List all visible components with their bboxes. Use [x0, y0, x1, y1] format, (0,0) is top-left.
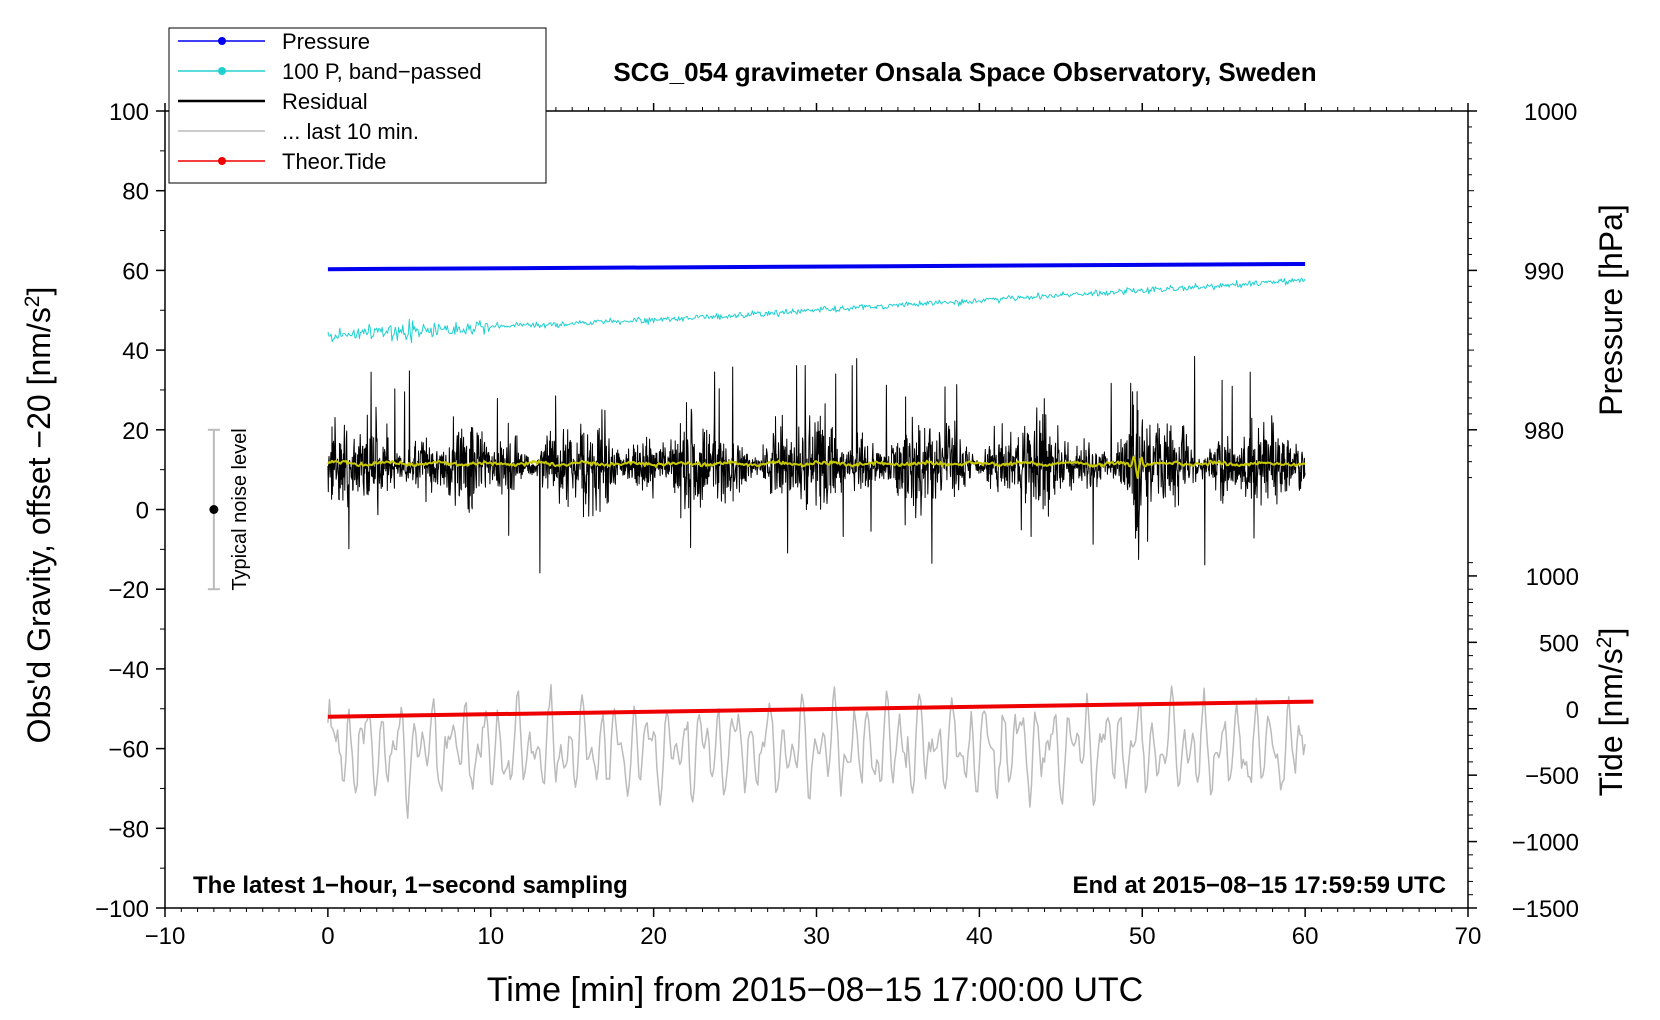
- legend-marker: [218, 157, 226, 165]
- x-axis-title: Time [min] from 2015−08−15 17:00:00 UTC: [487, 971, 1143, 1009]
- noise-level-bar: Typical noise level: [207, 428, 251, 591]
- tide-axis-title: Tide [nm/s2]: [1593, 628, 1630, 797]
- y-tick-label: 20: [122, 418, 149, 445]
- y-tick-label: 40: [122, 338, 149, 365]
- x-tick-label: 30: [803, 923, 830, 950]
- legend-label: ... last 10 min.: [282, 119, 419, 144]
- legend-label: Pressure: [282, 29, 370, 54]
- series-residual: [327, 356, 1306, 574]
- noise-bar-center-dot: [209, 505, 219, 514]
- x-tick-label: −10: [145, 923, 186, 950]
- y-tick-label: 80: [122, 179, 149, 206]
- x-tick-label: 40: [966, 923, 993, 950]
- plot-frame: [164, 110, 1469, 909]
- tide-tick-label: 1000: [1526, 564, 1579, 591]
- series-pressure-bandpassed: [327, 277, 1306, 344]
- y-axis-title-superscript: 2: [21, 295, 44, 307]
- tide-tick-label: −1000: [1512, 830, 1579, 857]
- series-layer: [327, 262, 1314, 820]
- y-tick-label: −40: [108, 657, 149, 684]
- x-tick-label: 10: [477, 923, 504, 950]
- y-tick-label: −20: [108, 577, 149, 604]
- y-axis: −100 −80 −60 −40 −20 0 20 40 60 80 100: [95, 99, 165, 923]
- legend-marker: [218, 67, 226, 75]
- x-tick-label: 70: [1455, 923, 1482, 950]
- series-pressure: [327, 262, 1306, 272]
- annotation-left: The latest 1−hour, 1−second sampling: [193, 872, 628, 899]
- legend-label: Theor.Tide: [282, 149, 386, 174]
- pressure-axis: 9809901000101010201030: [1468, 99, 1577, 479]
- y-tick-label: 100: [109, 99, 149, 126]
- legend-marker: [218, 37, 226, 45]
- y-tick-label: 0: [136, 498, 149, 525]
- tide-axis-title-superscript: 2: [1593, 637, 1616, 649]
- y-axis-title-close: ]: [21, 287, 57, 296]
- pressure-tick-label: 1000: [1524, 99, 1577, 126]
- noise-bar-label: Typical noise level: [229, 428, 251, 590]
- tide-tick-label: −500: [1525, 763, 1579, 790]
- legend: Pressure 100 P, band−passed Residual ... la…: [168, 27, 547, 184]
- x-tick-label: 60: [1292, 923, 1319, 950]
- legend-box: [168, 27, 547, 184]
- pressure-tick-label: 990: [1524, 258, 1564, 285]
- legend-label: 100 P, band−passed: [282, 59, 482, 84]
- x-tick-label: 20: [640, 923, 667, 950]
- y-tick-label: −80: [108, 816, 149, 843]
- series-theor-tide: [327, 699, 1314, 719]
- annotation-right: End at 2015−08−15 17:59:59 UTC: [1072, 872, 1446, 899]
- pressure-axis-title: Pressure [hPa]: [1593, 204, 1629, 416]
- y-axis-title-text: Obs'd Gravity, offset −20 [nm/s: [21, 307, 57, 743]
- x-tick-label: 0: [321, 923, 334, 950]
- tide-tick-label: 0: [1566, 697, 1579, 724]
- series-last-10-min: [327, 684, 1306, 820]
- y-tick-label: −100: [95, 896, 149, 923]
- x-tick-label: 50: [1129, 923, 1156, 950]
- tide-axis: −1500 −1000 −500 0 500 1000: [1468, 562, 1579, 923]
- x-axis: −10 0 10 20 30 40 50 60 70: [145, 103, 1482, 950]
- tide-axis-title-text: Tide [nm/s: [1593, 648, 1629, 796]
- chart-title: SCG_054 gravimeter Onsala Space Observat…: [613, 57, 1316, 87]
- y-axis-title: Obs'd Gravity, offset −20 [nm/s2]: [21, 287, 58, 744]
- legend-label: Residual: [282, 89, 368, 114]
- tide-axis-title-close: ]: [1593, 628, 1629, 637]
- tide-tick-label: 500: [1539, 630, 1579, 657]
- y-tick-label: −60: [108, 737, 149, 764]
- y-tick-label: 60: [122, 258, 149, 285]
- series-residual-smoothed: [327, 455, 1306, 479]
- tide-tick-label: −1500: [1512, 896, 1579, 923]
- pressure-tick-label: 980: [1524, 418, 1564, 445]
